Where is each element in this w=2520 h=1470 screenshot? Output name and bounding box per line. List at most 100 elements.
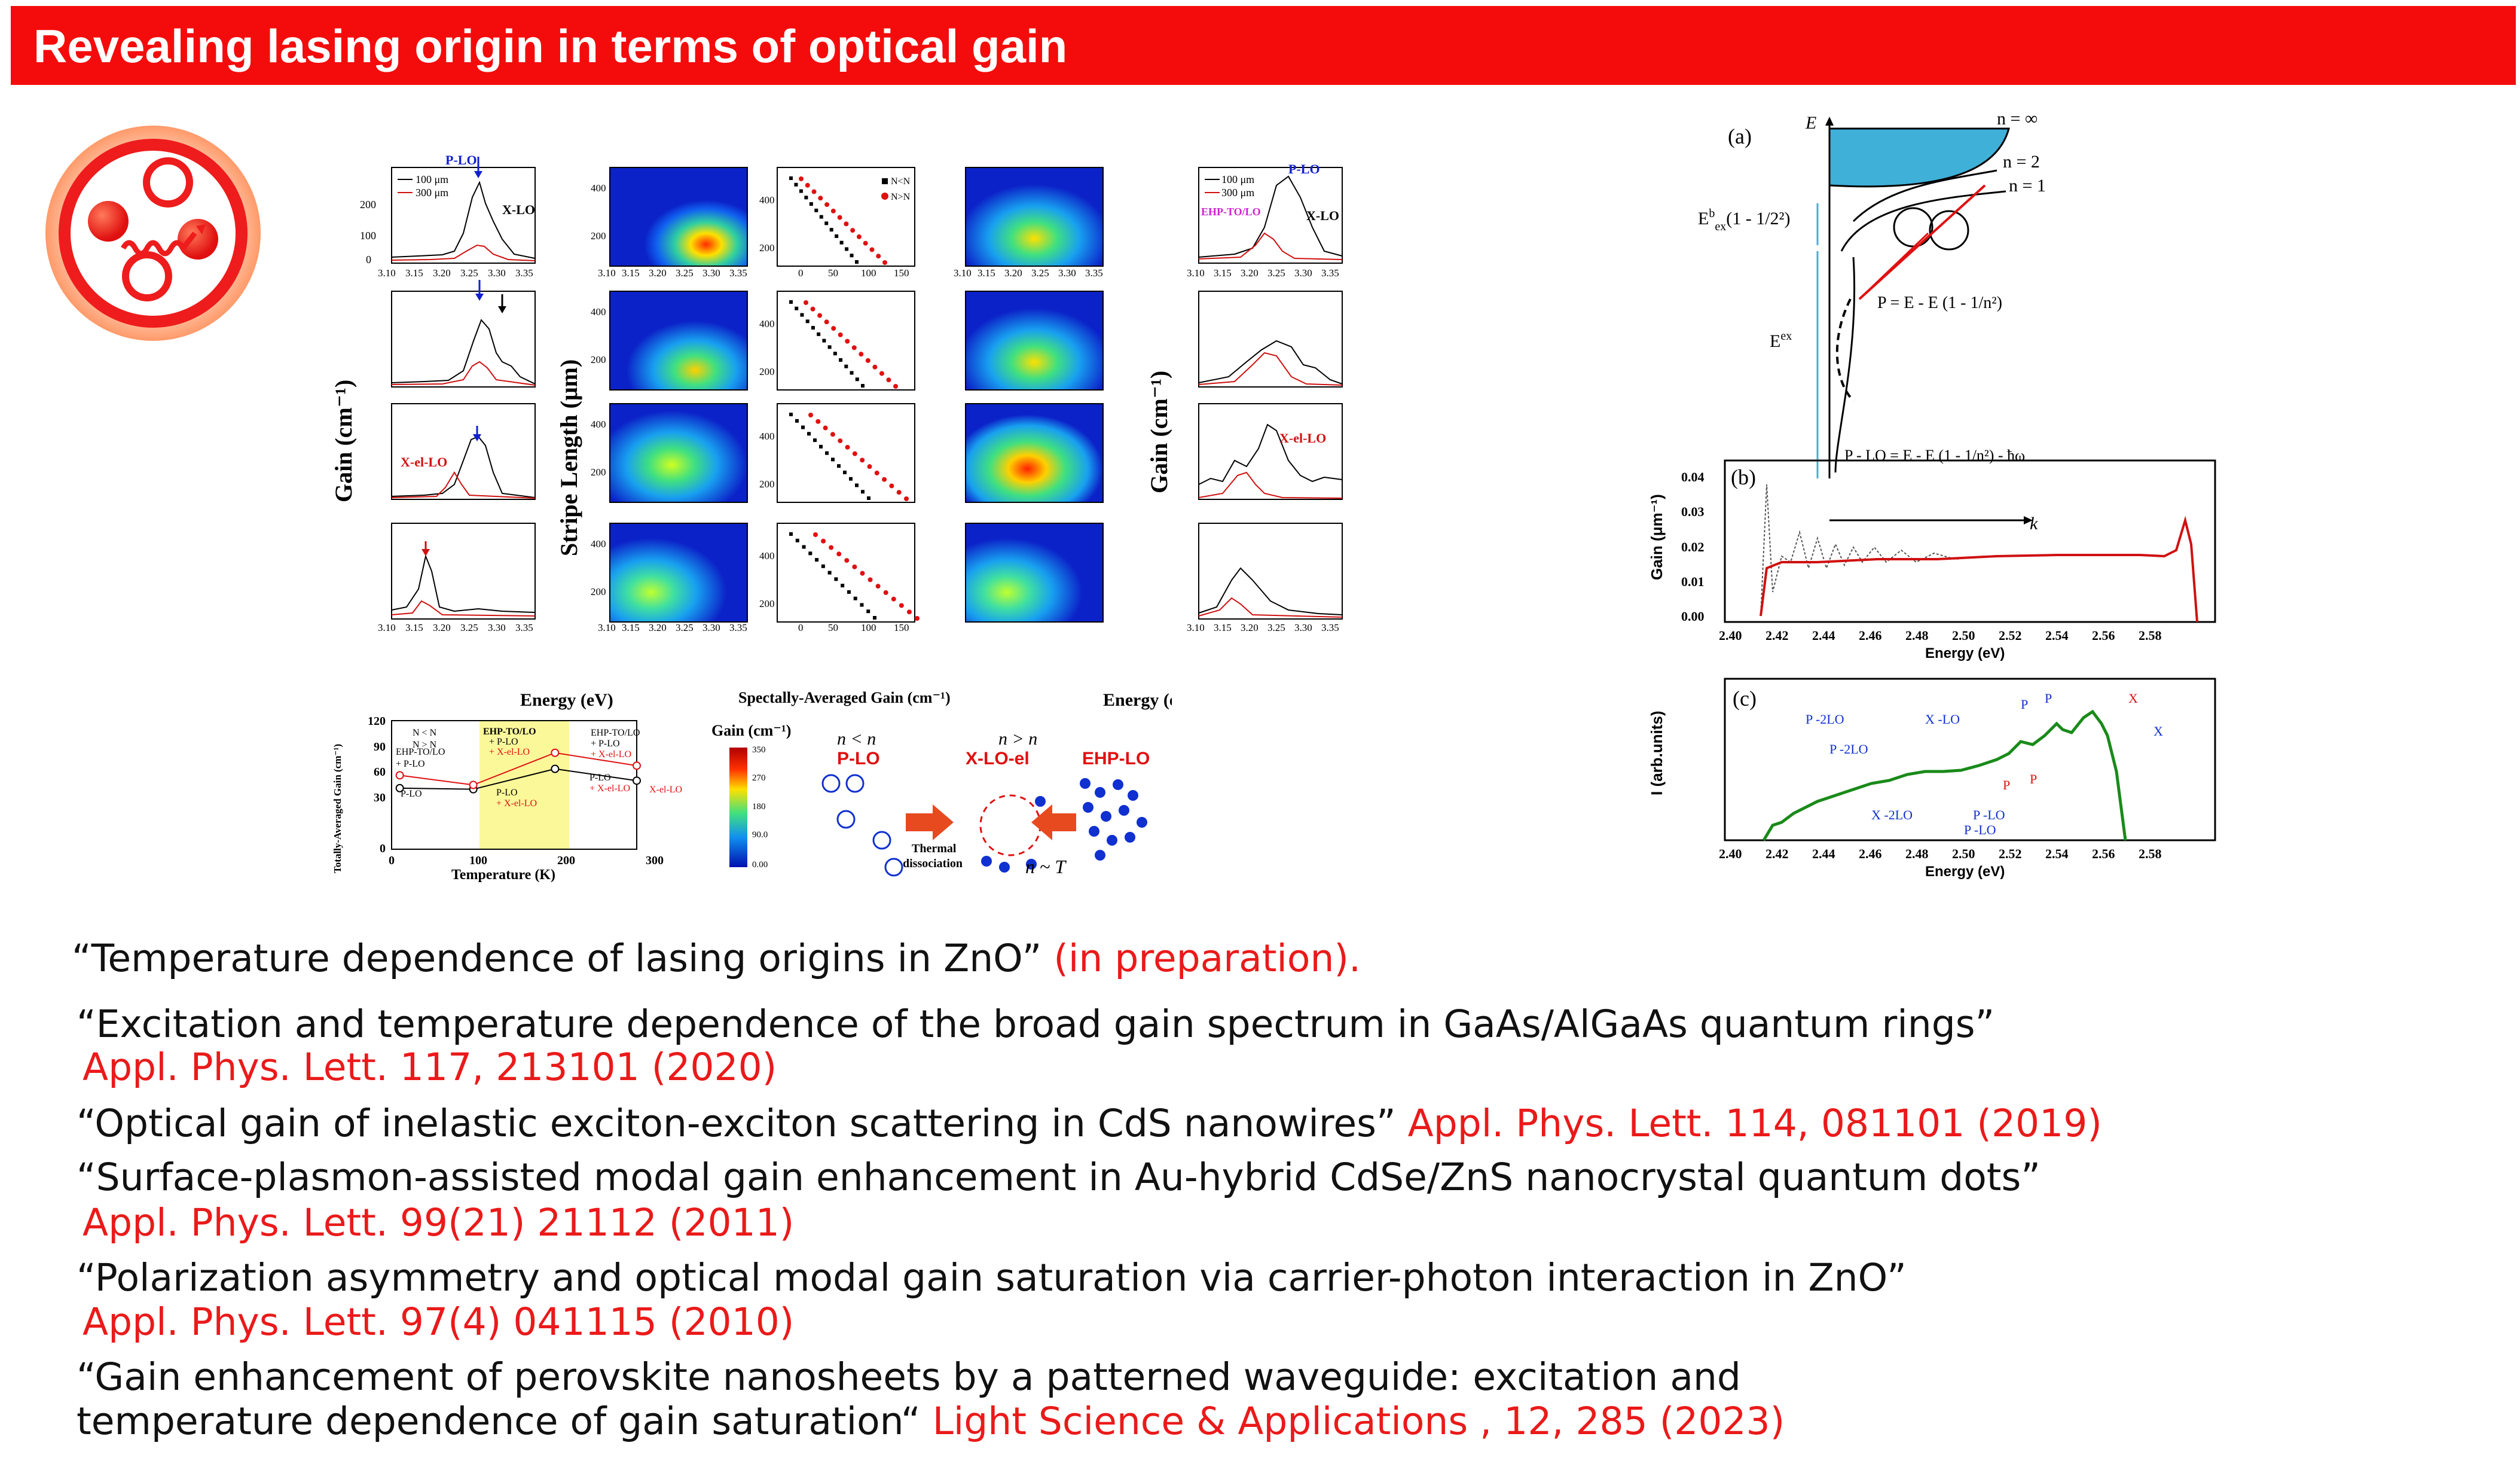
scatter-point-red [874, 470, 879, 475]
scatter-point-black [794, 182, 798, 187]
ase-spectrum-panel-c: (c) I (arb.units) P -2LO P -2LO X -LO P … [1648, 678, 2216, 880]
svg-text:0.03: 0.03 [1681, 504, 1705, 519]
svg-text:3.20: 3.20 [1004, 267, 1022, 279]
svg-text:2.54: 2.54 [2045, 628, 2069, 643]
scatter-point-black [817, 332, 821, 336]
scatter-point-red [865, 358, 870, 363]
svg-text:0.00: 0.00 [1681, 609, 1705, 624]
scatter-point-black [801, 425, 805, 429]
svg-text:3.35: 3.35 [515, 267, 533, 279]
scatter-point-black [855, 483, 859, 487]
eq-pnlo: P - LO = E - E (1 - 1/n²) - ħω [1844, 447, 2025, 464]
svg-text:300: 300 [646, 854, 664, 867]
scatter-point-black [789, 532, 793, 536]
svg-text:0: 0 [798, 622, 804, 633]
colorbar-title: Gain (cm⁻¹) [711, 722, 791, 739]
lasing-origin-figure: Gain (cm⁻¹) Stripe Length (μm) Gain (cm⁻… [330, 153, 1172, 883]
legend-100um-left: 100 μm [416, 173, 448, 185]
svg-text:2.48: 2.48 [1905, 628, 1929, 643]
svg-text:3.20: 3.20 [1241, 267, 1259, 279]
scatter-point-red [904, 496, 909, 501]
reference-item: “Optical gain of inelastic exciton-excit… [77, 1102, 2102, 1145]
scatter-point-red [872, 364, 878, 370]
svg-text:2.54: 2.54 [2045, 846, 2069, 861]
scatter-point-black [819, 215, 823, 219]
scatter-point-black [834, 577, 838, 581]
svg-text:0: 0 [798, 267, 804, 279]
scatter-point-red [824, 319, 829, 325]
scatter-point-red [876, 254, 881, 259]
svg-text:3.10: 3.10 [378, 267, 396, 279]
svg-text:2.42: 2.42 [1765, 628, 1789, 643]
ehp-label: EHP-TO/LO [1201, 206, 1261, 218]
svg-text:2.52: 2.52 [1999, 628, 2022, 643]
scatter-point-black [822, 338, 826, 343]
scatter-point-black [808, 551, 812, 556]
scatter-point-red [867, 464, 872, 469]
n-2: n = 2 [2003, 152, 2040, 172]
scatter-point-black [839, 240, 844, 245]
svg-text:400: 400 [591, 182, 606, 194]
panel-c-label: (c) [1733, 687, 1757, 710]
svg-text:P -2LO: P -2LO [1829, 742, 1868, 757]
svg-text:200: 200 [557, 854, 575, 867]
svg-text:200: 200 [759, 242, 775, 254]
gain-spectra-column-right-panels: 100 μm 300 μm P-LO EHP-TO/LO X-LO X-el-L… [1187, 161, 1343, 633]
svg-text:200: 200 [591, 586, 606, 597]
gain-ylabel-left: Gain (cm⁻¹) [330, 380, 357, 502]
scatter-point-red [824, 202, 830, 208]
ytick: 100 [360, 230, 376, 242]
svg-text:EHP-TO/LO: EHP-TO/LO [396, 747, 445, 757]
scatter-point-black [824, 221, 829, 225]
svg-text:3.15: 3.15 [622, 622, 640, 633]
scatter-point-red [906, 609, 912, 615]
svg-text:3.35: 3.35 [1321, 267, 1339, 279]
energy-xlabel-right: Energy (eV) [1103, 690, 1172, 710]
scatter-point-red [863, 240, 868, 246]
scatter-point-red [860, 458, 865, 463]
scatter-point-red [889, 483, 894, 489]
axis-E: E [1805, 113, 1816, 133]
svg-text:2.56: 2.56 [2092, 846, 2115, 861]
scatter-point-red [838, 438, 843, 444]
schematic-xloel: X-LO-el [966, 749, 1030, 768]
dissociation-label: dissociation [903, 857, 963, 870]
scatter-point-red [844, 221, 849, 227]
temp-ylabel: Totally-Averaged Gain (cm⁻¹) [332, 744, 343, 873]
svg-text:0.01: 0.01 [1681, 574, 1705, 589]
svg-text:EHP-TO/LO: EHP-TO/LO [591, 728, 640, 738]
mott-label: n ~ T [1025, 856, 1067, 877]
svg-text:P: P [2030, 771, 2037, 786]
temp-point-high [551, 748, 560, 757]
scatter-point-black [833, 352, 837, 356]
scatter-point-red [859, 352, 864, 357]
svg-text:200: 200 [759, 366, 775, 377]
svg-text:200: 200 [591, 230, 606, 242]
xlo-label-1: X-LO [502, 202, 535, 217]
svg-text:2.56: 2.56 [2092, 628, 2115, 643]
gain-ylabel-right: Gain (cm⁻¹) [1146, 371, 1172, 493]
scatter-point-black [795, 419, 799, 423]
scatter-point-black [850, 371, 854, 375]
scatter-point-red [882, 477, 887, 482]
svg-text:200: 200 [591, 466, 606, 478]
scatter-point-black [827, 345, 832, 349]
svg-text:X -2LO: X -2LO [1871, 807, 1913, 822]
scatter-point-black [831, 458, 835, 462]
svg-text:3.25: 3.25 [1267, 267, 1285, 279]
scatter-point-red [830, 208, 836, 214]
scatter-point-red [844, 558, 850, 563]
reference-item: “Temperature dependence of lasing origin… [72, 937, 1361, 980]
svg-text:150: 150 [894, 267, 909, 279]
scatter-point-red [808, 413, 813, 417]
scatter-point-black [789, 176, 793, 180]
svg-text:2.58: 2.58 [2139, 846, 2162, 861]
temp-point-low [633, 776, 641, 785]
svg-text:3.30: 3.30 [1294, 622, 1312, 633]
svg-text:N < N: N < N [413, 728, 437, 738]
scatter-point-red [830, 432, 835, 437]
temp-point-low [551, 764, 560, 773]
svg-text:3.35: 3.35 [515, 622, 533, 633]
thermal-label: Thermal [912, 842, 957, 855]
svg-text:3.30: 3.30 [1058, 267, 1076, 279]
